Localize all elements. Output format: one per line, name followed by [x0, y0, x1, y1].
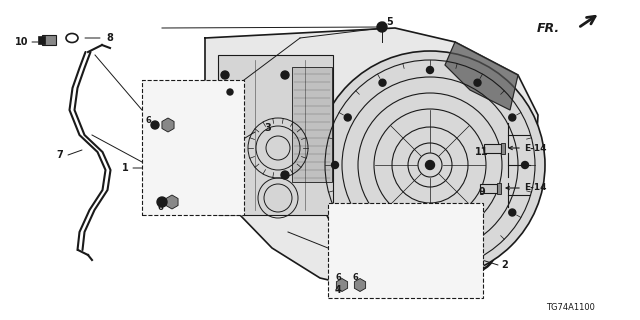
Circle shape	[522, 162, 529, 169]
Ellipse shape	[151, 121, 159, 129]
Ellipse shape	[227, 89, 233, 95]
Circle shape	[353, 243, 358, 247]
Text: E-14: E-14	[524, 183, 547, 193]
Circle shape	[474, 79, 481, 86]
Circle shape	[157, 197, 167, 207]
Text: 4: 4	[335, 285, 341, 295]
Circle shape	[509, 209, 516, 216]
Circle shape	[281, 171, 289, 179]
Bar	[497, 182, 500, 194]
Bar	[479, 183, 497, 193]
Circle shape	[332, 162, 339, 169]
Text: 2: 2	[502, 260, 508, 270]
Circle shape	[426, 257, 433, 263]
Bar	[292, 67, 332, 182]
Text: 6: 6	[335, 274, 341, 283]
Bar	[42, 35, 56, 45]
Text: 1: 1	[122, 163, 129, 173]
Ellipse shape	[315, 51, 545, 279]
Text: FR.: FR.	[537, 21, 560, 35]
Bar	[218, 55, 333, 215]
Bar	[142, 80, 244, 215]
Circle shape	[349, 239, 360, 251]
Text: 11: 11	[476, 147, 489, 157]
Text: 10: 10	[15, 37, 29, 47]
Text: 9: 9	[479, 187, 485, 197]
Text: 6: 6	[145, 116, 151, 124]
Bar	[500, 142, 504, 154]
Bar	[328, 203, 483, 298]
Circle shape	[330, 210, 340, 220]
Circle shape	[509, 114, 516, 121]
Circle shape	[415, 250, 426, 260]
Text: 7: 7	[56, 150, 63, 160]
Circle shape	[383, 260, 387, 265]
Circle shape	[377, 22, 387, 32]
Circle shape	[281, 71, 289, 79]
Circle shape	[333, 212, 337, 218]
Circle shape	[221, 71, 229, 79]
Circle shape	[221, 201, 229, 209]
Text: E-14: E-14	[524, 143, 547, 153]
Bar	[38, 36, 45, 44]
Circle shape	[474, 244, 481, 251]
Circle shape	[426, 67, 433, 74]
Polygon shape	[205, 28, 538, 292]
Circle shape	[379, 244, 386, 251]
Circle shape	[344, 209, 351, 216]
Bar	[483, 143, 500, 153]
Text: 5: 5	[387, 17, 394, 27]
Circle shape	[379, 79, 386, 86]
Circle shape	[344, 114, 351, 121]
Circle shape	[221, 101, 229, 109]
Polygon shape	[445, 42, 518, 110]
Circle shape	[380, 257, 390, 268]
Text: TG74A1100: TG74A1100	[545, 303, 595, 313]
Text: 8: 8	[107, 33, 113, 43]
Text: 3: 3	[264, 123, 271, 133]
Text: 6: 6	[157, 203, 163, 212]
Circle shape	[417, 252, 422, 258]
Text: 6: 6	[352, 274, 358, 283]
Circle shape	[221, 131, 229, 139]
Ellipse shape	[426, 161, 435, 170]
